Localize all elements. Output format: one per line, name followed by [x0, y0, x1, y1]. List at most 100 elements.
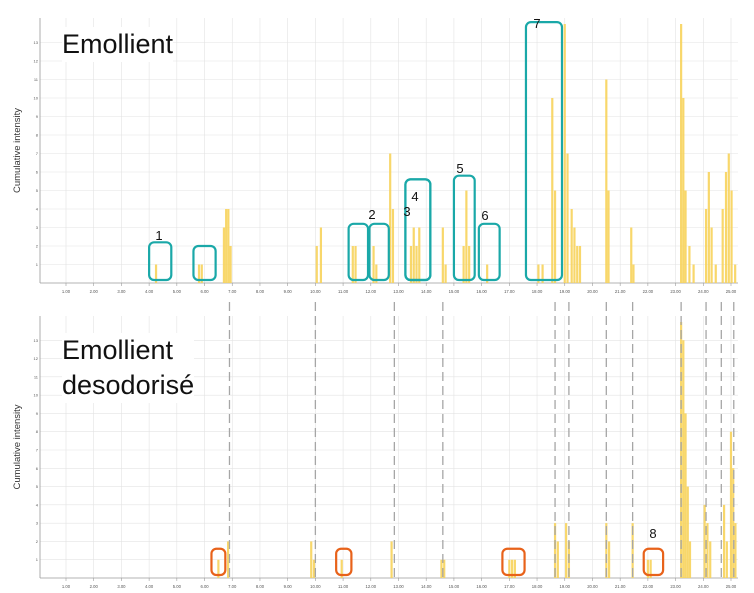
peak-bar: [553, 523, 557, 578]
annotation-number: 7: [533, 16, 540, 31]
x-tick-label: 14.00: [421, 289, 432, 294]
peak-bar: [725, 541, 728, 578]
annotation-number: 8: [649, 526, 656, 541]
annotation-number: 6: [481, 208, 488, 223]
y-tick-label: 7: [36, 151, 39, 156]
y-tick-label: 4: [36, 502, 39, 507]
peak-bar: [682, 340, 685, 578]
peak-bar: [710, 227, 713, 283]
peak-bar: [154, 264, 158, 283]
x-tick-label: 21.00: [615, 584, 626, 589]
highlight-box: [192, 244, 217, 282]
peak-bar: [563, 24, 566, 283]
peak-bar: [684, 413, 687, 578]
x-tick-label: 24.00: [698, 289, 709, 294]
y-tick-label: 10: [34, 393, 39, 398]
x-tick-label: 20.00: [587, 584, 598, 589]
peak-bar: [310, 541, 313, 578]
highlight-box: [642, 547, 665, 577]
bottom-title-line-1: Emollient: [62, 335, 174, 365]
peak-bar: [734, 523, 737, 578]
peak-bar: [340, 559, 343, 578]
y-tick-label: 5: [36, 188, 39, 193]
x-tick-label: 15.00: [449, 289, 460, 294]
y-tick-label: 8: [36, 133, 39, 138]
peak-bar: [707, 172, 710, 283]
peak-bar: [441, 227, 444, 283]
peak-bar: [443, 559, 446, 578]
y-tick-label: 2: [36, 244, 39, 249]
peak-bar: [607, 541, 611, 578]
peak-bar: [706, 523, 709, 578]
peak-bar: [630, 227, 633, 283]
peak-bar: [682, 98, 685, 283]
x-tick-label: 16.00: [476, 584, 487, 589]
peak-bar: [375, 264, 378, 283]
peak-bar: [229, 246, 232, 283]
peak-bar: [576, 246, 579, 283]
x-tick-label: 2.00: [90, 289, 99, 294]
bottom-panel-title: Emollient desodorisé: [62, 333, 195, 403]
y-tick-label: 1: [36, 262, 39, 267]
highlight-box: [524, 21, 564, 282]
peak-bar: [354, 246, 357, 283]
peak-bar: [511, 559, 514, 578]
peak-bar: [578, 246, 582, 283]
x-tick-label: 14.00: [421, 584, 432, 589]
highlight-box: [210, 547, 227, 577]
y-tick-label: 12: [34, 356, 39, 361]
peak-bar: [709, 541, 712, 578]
x-tick-label: 16.00: [476, 289, 487, 294]
y-tick-label: 2: [36, 539, 39, 544]
y-tick-label: 3: [36, 225, 39, 230]
x-tick-label: 1.00: [62, 584, 71, 589]
x-tick-label: 12.00: [366, 289, 377, 294]
y-axis-label: Cumulative intensity: [12, 404, 23, 489]
y-tick-label: 13: [34, 338, 39, 343]
annotation-number: 5: [456, 161, 463, 176]
x-tick-label: 15.00: [449, 584, 460, 589]
peak-bar: [415, 246, 418, 283]
peak-bar: [225, 209, 228, 283]
x-tick-label: 2.00: [90, 584, 99, 589]
x-tick-label: 23.00: [670, 584, 681, 589]
x-tick-label: 4.00: [145, 584, 154, 589]
x-tick-label: 10.00: [310, 584, 321, 589]
x-tick-label: 6.00: [200, 584, 209, 589]
x-tick-label: 6.00: [200, 289, 209, 294]
y-axis-label: Cumulative intensity: [12, 108, 23, 193]
peak-bar: [714, 264, 717, 283]
peak-bar: [315, 246, 318, 283]
y-tick-label: 12: [34, 59, 39, 64]
highlight-box: [148, 241, 173, 282]
x-tick-label: 19.00: [560, 584, 571, 589]
x-tick-label: 7.00: [228, 289, 237, 294]
peak-bar: [513, 559, 516, 578]
x-tick-label: 8.00: [256, 289, 265, 294]
peak-bar: [537, 264, 540, 283]
x-tick-label: 12.00: [366, 584, 377, 589]
peak-bar: [200, 264, 203, 283]
peak-bar: [732, 468, 735, 578]
peak-bar: [646, 559, 649, 578]
y-tick-label: 6: [36, 466, 39, 471]
peak-bar: [686, 486, 689, 578]
peak-bar: [222, 227, 226, 283]
x-tick-label: 8.00: [256, 584, 265, 589]
y-tick-label: 9: [36, 411, 39, 416]
highlight-box: [477, 222, 501, 282]
peak-bar: [390, 541, 393, 578]
highlight-box: [452, 174, 476, 282]
y-tick-label: 9: [36, 114, 39, 119]
y-tick-label: 8: [36, 429, 39, 434]
x-tick-label: 18.00: [532, 289, 543, 294]
x-tick-label: 19.00: [560, 289, 571, 294]
x-tick-label: 25.00: [726, 289, 737, 294]
bottom-title-line-2: desodorisé: [62, 370, 195, 400]
peak-bar: [444, 264, 447, 283]
x-tick-label: 17.00: [504, 289, 515, 294]
x-tick-label: 25.00: [726, 584, 737, 589]
peak-bar: [462, 246, 465, 283]
peak-bar: [217, 559, 220, 578]
